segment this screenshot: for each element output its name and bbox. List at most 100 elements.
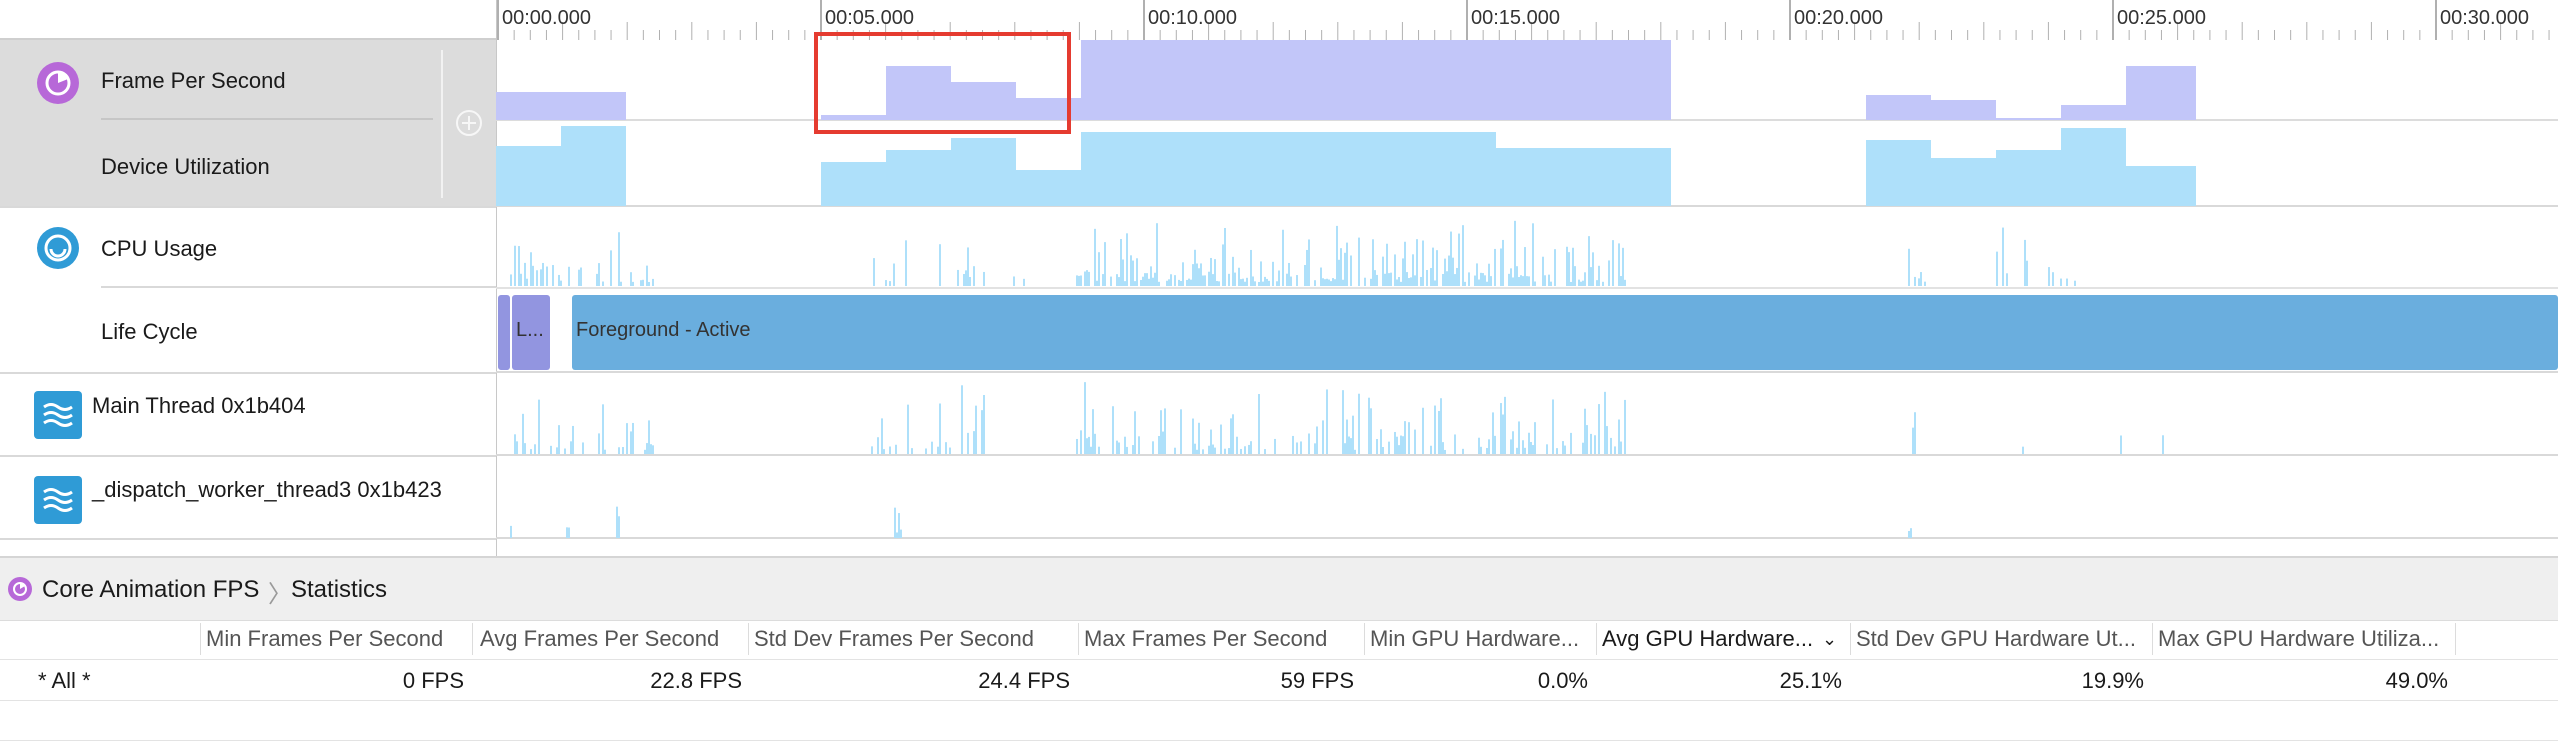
main-thread-spike bbox=[889, 446, 891, 454]
main-thread-spike bbox=[1422, 407, 1424, 454]
cpu-spike bbox=[1370, 278, 1372, 286]
cpu-spike bbox=[1480, 272, 1482, 286]
cpu-spike bbox=[558, 274, 560, 286]
cpu-spike bbox=[1250, 249, 1252, 286]
main-thread-spike bbox=[630, 431, 632, 454]
main-thread-spike bbox=[1480, 446, 1482, 454]
main-thread-spike bbox=[1624, 399, 1626, 454]
cpu-spike bbox=[1512, 277, 1514, 286]
main-thread-spike bbox=[939, 403, 941, 454]
column-stddev-gpu[interactable]: Std Dev GPU Hardware Ut... bbox=[1856, 626, 2136, 651]
cpu-spike bbox=[1188, 278, 1190, 286]
cpu-spike bbox=[1122, 259, 1124, 286]
column-max-gpu[interactable]: Max GPU Hardware Utiliza... bbox=[2158, 626, 2440, 651]
main-thread-spike bbox=[1358, 393, 1360, 454]
add-track-icon[interactable] bbox=[455, 109, 483, 137]
table-row[interactable]: * All * 0 FPS 22.8 FPS 24.4 FPS 59 FPS 0… bbox=[0, 660, 2558, 701]
main-thread-spike bbox=[650, 444, 652, 454]
breadcrumb-view[interactable]: Statistics bbox=[291, 576, 388, 603]
main-thread-spike bbox=[1314, 443, 1316, 454]
fps-bar bbox=[1931, 100, 1996, 120]
cpu-spike bbox=[1580, 281, 1582, 286]
main-thread-spike bbox=[1534, 422, 1536, 454]
column-separator bbox=[1364, 623, 1365, 655]
main-thread-spike bbox=[622, 447, 624, 454]
cpu-spike bbox=[552, 265, 554, 286]
column-avg-fps[interactable]: Avg Frames Per Second bbox=[480, 626, 720, 651]
timeline-graph-area[interactable]: L... Foreground - Active bbox=[495, 0, 2558, 556]
main-thread-spike bbox=[1160, 410, 1162, 454]
main-thread-spike bbox=[1352, 415, 1354, 454]
main-thread-spike bbox=[1388, 441, 1390, 454]
cpu-spike bbox=[1194, 249, 1196, 286]
main-thread-spike bbox=[1552, 399, 1554, 454]
main-thread-spike bbox=[1094, 433, 1096, 454]
cpu-spike bbox=[2024, 239, 2026, 286]
main-thread-spike bbox=[1158, 436, 1160, 454]
cpu-spike bbox=[596, 273, 598, 286]
main-thread-spike bbox=[1230, 418, 1232, 454]
lifecycle-segment-foreground[interactable]: Foreground - Active bbox=[572, 295, 2558, 370]
column-min-gpu[interactable]: Min GPU Hardware... bbox=[1370, 626, 1580, 651]
cpu-spike bbox=[1132, 260, 1134, 286]
main-thread-spike bbox=[931, 441, 933, 454]
lifecycle-segment-launch[interactable] bbox=[498, 295, 510, 370]
column-separator bbox=[748, 623, 749, 655]
cpu-spike bbox=[1156, 223, 1158, 286]
sort-chevron-down-icon[interactable]: ⌄ bbox=[1822, 629, 1838, 649]
cpu-spike bbox=[578, 269, 580, 286]
timeline-ruler[interactable]: 00:00.000 00:05.000 00:10.000 00:15.000 00:2… bbox=[496, 0, 2558, 40]
main-thread-spike bbox=[1598, 404, 1600, 454]
cpu-spike bbox=[1414, 275, 1416, 286]
cpu-spike bbox=[1306, 249, 1308, 286]
breadcrumb-instrument[interactable]: Core Animation FPS bbox=[42, 576, 260, 603]
fps-bar bbox=[886, 66, 951, 120]
device-bar bbox=[1866, 140, 1931, 206]
cpu-spike bbox=[1204, 275, 1206, 286]
main-thread-spike bbox=[1380, 429, 1382, 454]
cpu-spike bbox=[885, 280, 887, 286]
main-thread-spike bbox=[1530, 442, 1532, 454]
main-thread-spike bbox=[1244, 446, 1246, 454]
cpu-spike bbox=[1920, 272, 1922, 286]
thread-icon bbox=[34, 391, 82, 439]
lifecycle-segment-launch[interactable]: L... bbox=[512, 295, 550, 370]
main-thread-spike bbox=[1132, 445, 1134, 454]
main-thread-spike bbox=[1510, 439, 1512, 454]
cpu-spike bbox=[1224, 227, 1226, 286]
main-thread-spike bbox=[1614, 446, 1616, 454]
main-thread-spike bbox=[516, 441, 518, 454]
column-min-fps[interactable]: Min Frames Per Second bbox=[206, 626, 444, 651]
cpu-spike bbox=[1308, 239, 1310, 286]
column-stddev-fps[interactable]: Std Dev Frames Per Second bbox=[754, 626, 1035, 651]
main-thread-spike bbox=[1582, 442, 1584, 454]
cpu-spike bbox=[1422, 240, 1424, 286]
cpu-spike bbox=[1416, 239, 1418, 286]
selection-highlight bbox=[814, 32, 1071, 134]
main-thread-spike bbox=[1274, 438, 1276, 454]
cpu-spike bbox=[1568, 252, 1570, 286]
fps-instrument-group[interactable] bbox=[0, 40, 496, 208]
main-thread-spike bbox=[530, 449, 532, 454]
track-divider bbox=[101, 286, 496, 288]
main-thread-spike bbox=[1440, 398, 1442, 454]
cpu-spike bbox=[1596, 280, 1598, 286]
cpu-spike bbox=[1430, 268, 1432, 286]
worker-thread-graph bbox=[510, 506, 1912, 538]
cpu-spike bbox=[1412, 254, 1414, 286]
main-thread-spike bbox=[1248, 444, 1250, 454]
main-thread-spike bbox=[1240, 448, 1242, 454]
main-thread-spike bbox=[945, 442, 947, 454]
cpu-spike bbox=[1386, 243, 1388, 286]
cpu-spike bbox=[1272, 261, 1274, 286]
cpu-track-label: CPU Usage bbox=[101, 236, 218, 261]
main-thread-spike bbox=[534, 444, 536, 454]
cpu-spike bbox=[1334, 279, 1336, 286]
cpu-spike bbox=[973, 266, 975, 286]
column-avg-gpu[interactable]: Avg GPU Hardware... bbox=[1602, 626, 1814, 651]
cpu-spike bbox=[1210, 257, 1212, 286]
main-thread-spike bbox=[558, 425, 560, 454]
main-thread-spike bbox=[1236, 436, 1238, 454]
column-max-fps[interactable]: Max Frames Per Second bbox=[1084, 626, 1328, 651]
cpu-spike bbox=[1116, 274, 1118, 286]
